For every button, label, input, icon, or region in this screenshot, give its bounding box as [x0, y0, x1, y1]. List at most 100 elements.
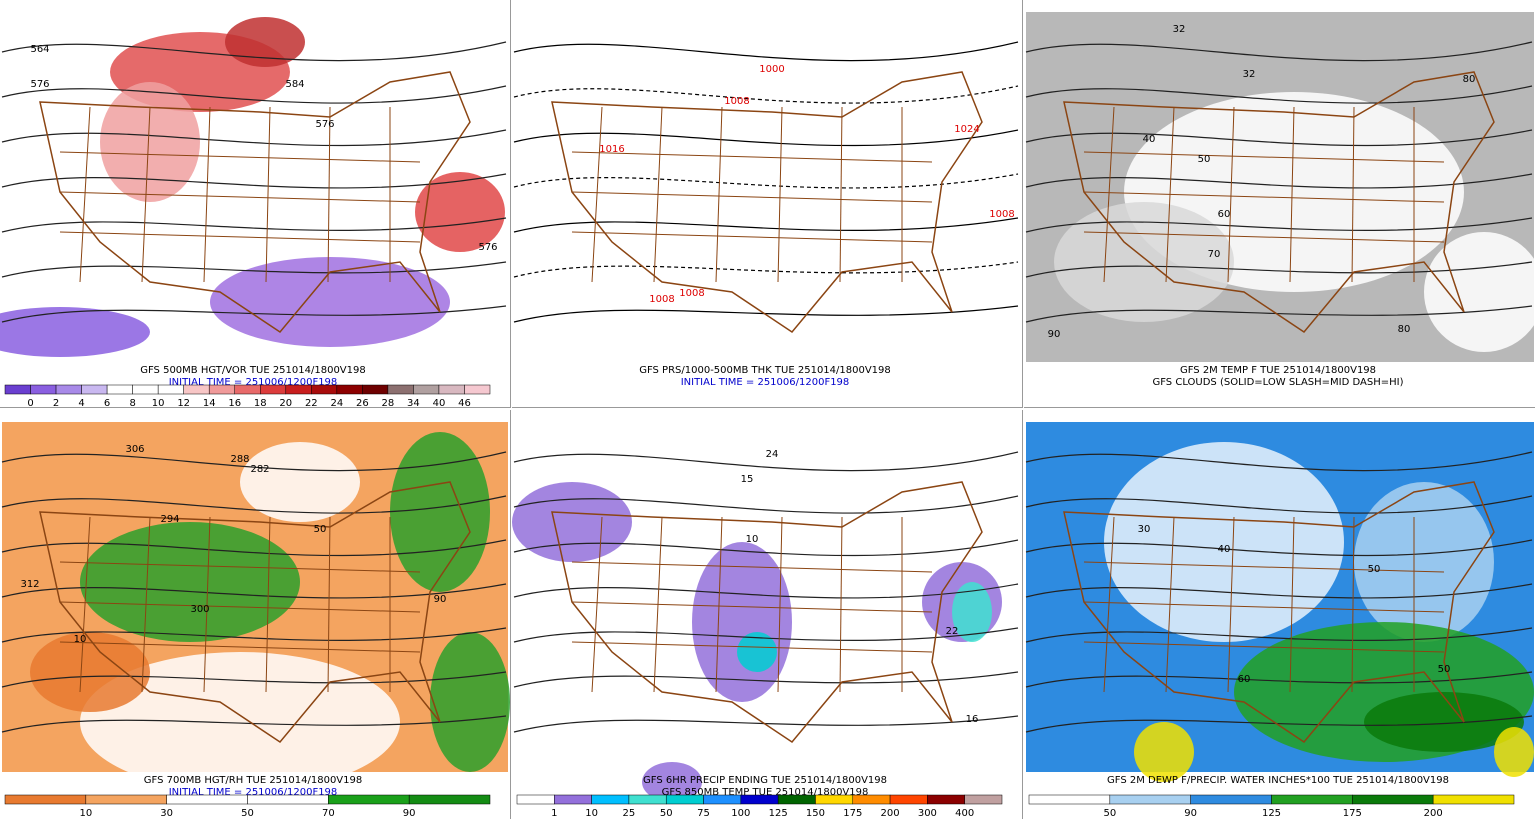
contour: [513, 627, 1019, 643]
colorbar-swatch: [55, 384, 82, 395]
contour: [1025, 305, 1533, 323]
contour: [1, 671, 507, 688]
map-area: [514, 12, 1020, 362]
map-label: 1024: [954, 124, 979, 135]
contour: [1025, 41, 1533, 62]
state-line: [203, 106, 211, 283]
state-line: [265, 106, 271, 283]
contour: [1, 217, 507, 233]
map-shading: [1134, 722, 1194, 782]
state-line: [265, 516, 271, 693]
colorbar-swatch: [1432, 794, 1515, 805]
colorbar-swatch: [1352, 794, 1434, 805]
colorbar-swatch: [362, 384, 389, 395]
map-label: 60: [1238, 674, 1251, 685]
colorbar-swatch: [183, 384, 210, 395]
colorbar-swatch: [665, 794, 704, 805]
colorbar-label: 25: [623, 808, 636, 819]
colorbar-swatch: [311, 384, 338, 395]
us-outline: [551, 481, 983, 743]
caption: GFS 2M TEMP F TUE 251014/1800V198: [1180, 365, 1376, 376]
state-line: [1083, 561, 1445, 573]
us-outline: [1063, 71, 1495, 333]
map-label: 24: [766, 449, 779, 460]
colorbar-label: 8: [129, 398, 135, 408]
colorbar-label: 18: [254, 398, 267, 408]
colorbar-label: 10: [585, 808, 598, 819]
contour: [1025, 495, 1533, 514]
colorbar-label: 2: [53, 398, 59, 408]
colorbar-swatch: [740, 794, 779, 805]
map-label: 22: [946, 626, 959, 637]
us-outline: [1063, 481, 1495, 743]
state-line: [59, 561, 421, 573]
map-label: 1008: [679, 288, 704, 299]
state-line: [327, 516, 331, 693]
colorbar-label: 400: [955, 808, 974, 819]
contour: [513, 85, 1019, 104]
panel: 24 15 22 16 10 GFS 6HR PRECIP ENDING TUE 2510…: [512, 410, 1023, 819]
state-line: [1083, 191, 1445, 203]
state-line: [59, 601, 421, 613]
map-shading: [100, 82, 200, 202]
map-label: 16: [966, 714, 979, 725]
colorbar-swatch: [777, 794, 816, 805]
map-label: 576: [315, 119, 334, 130]
colorbar-label: 175: [1343, 808, 1362, 819]
contour: [513, 129, 1019, 147]
map-label: 80: [1398, 324, 1411, 335]
map-label: 300: [190, 604, 209, 615]
colorbar-swatch: [438, 384, 465, 395]
map-label: 564: [30, 44, 49, 55]
map-label: 576: [30, 79, 49, 90]
contour: [1025, 671, 1533, 688]
state-line: [591, 106, 603, 283]
map-label: 312: [20, 579, 39, 590]
map-shading: [512, 482, 632, 562]
contour: [1, 495, 507, 514]
map-label: 32: [1243, 69, 1256, 80]
colorbar-label: 300: [918, 808, 937, 819]
colorbar-swatch: [408, 794, 491, 805]
caption: GFS 700MB HGT/RH TUE 251014/1800V198: [144, 775, 363, 786]
colorbar-label: 12: [177, 398, 190, 408]
colorbar-label: 70: [322, 808, 335, 819]
map-label: 90: [1048, 329, 1061, 340]
colorbar-label: 50: [660, 808, 673, 819]
map-label: 40: [1218, 544, 1231, 555]
contour: [1, 715, 507, 733]
map-label: 576: [478, 242, 497, 253]
state-line: [327, 106, 331, 283]
colorbar-swatch: [4, 794, 87, 805]
contour: [513, 217, 1019, 233]
map-label: 1008: [724, 96, 749, 107]
map-label: 70: [1208, 249, 1221, 260]
contour: [1, 305, 507, 323]
map-shading: [225, 17, 305, 67]
panel: 564 576 584 576 576 GFS 500MB HGT/VOR TUE 251…: [0, 0, 511, 409]
state-line: [839, 106, 843, 283]
contour: [1, 627, 507, 643]
map-label: 1016: [599, 144, 624, 155]
colorbar-label: 125: [769, 808, 788, 819]
colorbar-swatch: [628, 794, 667, 805]
us-outline: [39, 71, 471, 333]
colorbar-label: 100: [731, 808, 750, 819]
colorbar-swatch: [964, 794, 1003, 805]
state-line: [571, 561, 933, 573]
map-label: 32: [1173, 24, 1186, 35]
state-line: [777, 516, 783, 693]
map-shading: [1354, 482, 1494, 642]
map-label: 10: [746, 534, 759, 545]
contour: [1025, 583, 1533, 599]
map-shading: [1424, 232, 1536, 352]
contour: [513, 173, 1019, 189]
colorbar-swatch: [166, 794, 248, 805]
map-label: 90: [434, 594, 447, 605]
us-outline: [39, 481, 471, 743]
state-line: [203, 516, 211, 693]
map-label: 294: [160, 514, 179, 525]
colorbar-label: 26: [356, 398, 369, 408]
contour: [1, 85, 507, 104]
caption: INITIAL TIME = 251006/1200F198: [169, 377, 338, 388]
